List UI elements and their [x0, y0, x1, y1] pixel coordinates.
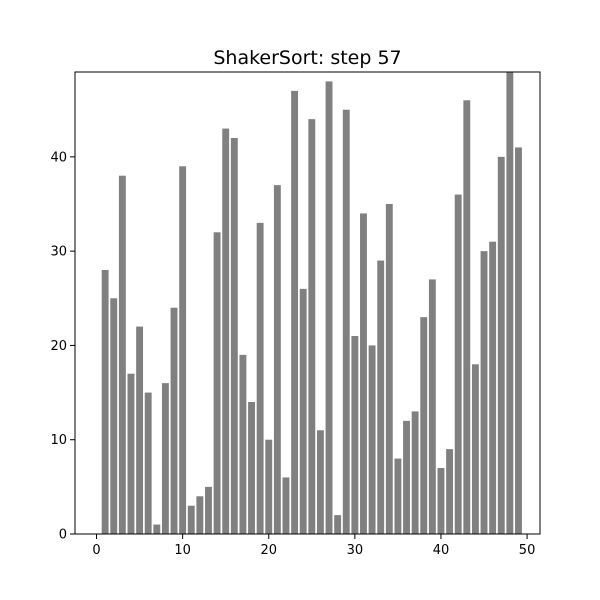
bar-43 [463, 100, 471, 535]
bar-46 [489, 241, 497, 534]
bar-49 [515, 147, 522, 534]
bar-32 [368, 345, 376, 534]
bar-31 [360, 213, 367, 534]
bar-40 [437, 468, 445, 534]
x-tick-label: 40 [433, 543, 450, 558]
bar-47 [497, 156, 505, 534]
x-tick-label: 10 [174, 543, 191, 558]
bar-39 [428, 279, 436, 534]
bar-10 [179, 166, 187, 535]
bar-38 [420, 317, 428, 534]
bar-23 [291, 90, 299, 534]
bar-15 [222, 128, 230, 535]
bar-36 [403, 420, 410, 534]
bar-6 [144, 392, 152, 534]
bar-27 [325, 81, 333, 534]
y-tick-label: 10 [50, 433, 67, 448]
bar-13 [205, 486, 212, 534]
bar-28 [334, 515, 342, 534]
bar-37 [411, 411, 419, 534]
bar-4 [127, 373, 135, 534]
bar-33 [377, 260, 385, 534]
bar-5 [136, 326, 144, 534]
bar-3 [118, 175, 126, 534]
x-tick-label: 0 [92, 543, 100, 558]
bar-41 [446, 449, 454, 534]
bar-8 [161, 383, 169, 534]
x-tick-label: 50 [519, 543, 536, 558]
bar-26 [316, 430, 324, 534]
y-tick-label: 30 [50, 245, 67, 260]
bar-20 [265, 439, 273, 534]
bar-19 [256, 222, 264, 534]
y-tick-label: 0 [59, 528, 67, 543]
chart-title: ShakerSort: step 57 [213, 47, 401, 69]
bar-7 [153, 524, 161, 534]
plot-frame [74, 71, 541, 535]
bar-34 [385, 204, 393, 534]
bar-2 [110, 298, 118, 534]
bar-30 [351, 336, 359, 534]
bar-25 [308, 119, 316, 535]
bar-29 [342, 109, 350, 534]
bar-16 [230, 138, 238, 534]
bar-35 [394, 458, 402, 534]
y-tick-label: 20 [50, 339, 67, 354]
bar-18 [248, 402, 255, 534]
bar-42 [454, 194, 462, 535]
x-tick-label: 20 [260, 543, 277, 558]
bar-48 [506, 72, 514, 534]
bar-24 [299, 288, 307, 534]
bar-11 [187, 505, 195, 534]
bar-21 [273, 185, 281, 534]
bar-17 [239, 354, 247, 534]
bar-14 [213, 232, 221, 535]
bar-45 [480, 251, 488, 534]
bar-1 [101, 270, 109, 534]
y-axis: 0 10 20 30 40 [50, 150, 75, 543]
bars-group [101, 72, 522, 535]
bar-44 [471, 364, 479, 534]
x-tick-label: 30 [347, 543, 364, 558]
bar-22 [282, 477, 290, 534]
x-axis: 0 10 20 30 40 50 [92, 534, 535, 558]
y-tick-label: 40 [50, 150, 67, 165]
bar-9 [170, 307, 178, 534]
bar-12 [196, 496, 204, 534]
